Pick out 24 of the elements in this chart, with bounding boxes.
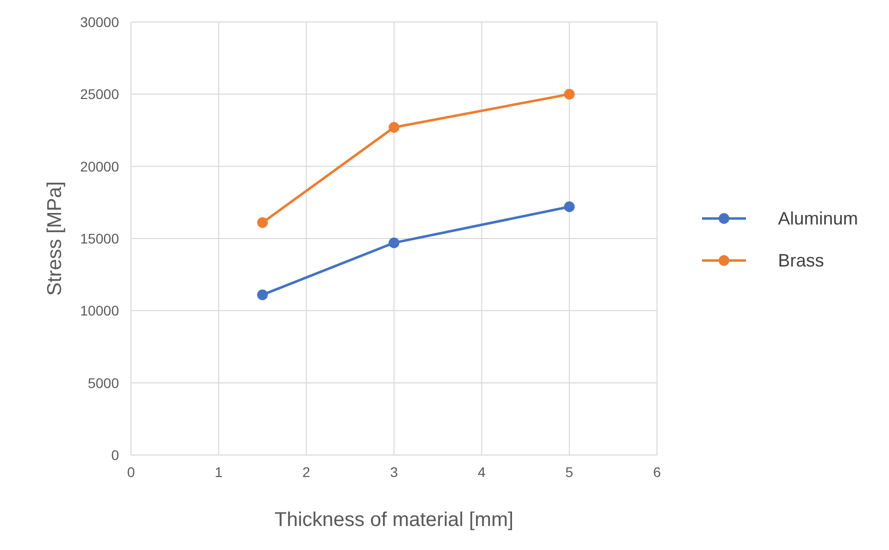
point — [564, 201, 575, 212]
point — [564, 88, 575, 100]
y-tick-label: 10000 — [80, 302, 120, 319]
y-axis-title: Stress [MPa] — [44, 181, 66, 296]
x-tick-label: 0 — [127, 464, 136, 480]
y-tick-label: 0 — [111, 447, 120, 463]
legend-label: Brass — [778, 250, 824, 270]
x-tick-label: 5 — [565, 464, 574, 480]
point — [388, 237, 400, 248]
point — [257, 289, 268, 300]
y-tick-label: 15000 — [80, 230, 120, 246]
point — [257, 217, 268, 228]
y-tick-label: 25000 — [80, 86, 120, 102]
legend-label: Aluminum — [778, 208, 858, 228]
x-tick-label: 3 — [390, 464, 398, 480]
y-tick-label: 30000 — [80, 14, 120, 30]
x-tick-label: 4 — [478, 464, 486, 480]
y-tick-label: 20000 — [80, 158, 120, 174]
point — [388, 122, 400, 133]
x-tick-label: 1 — [214, 464, 223, 480]
x-axis-title: Thickness of material [mm] — [274, 509, 514, 531]
x-tick-label: 2 — [302, 464, 310, 480]
x-tick-label: 6 — [653, 464, 662, 480]
y-tick-label: 5000 — [88, 374, 120, 391]
